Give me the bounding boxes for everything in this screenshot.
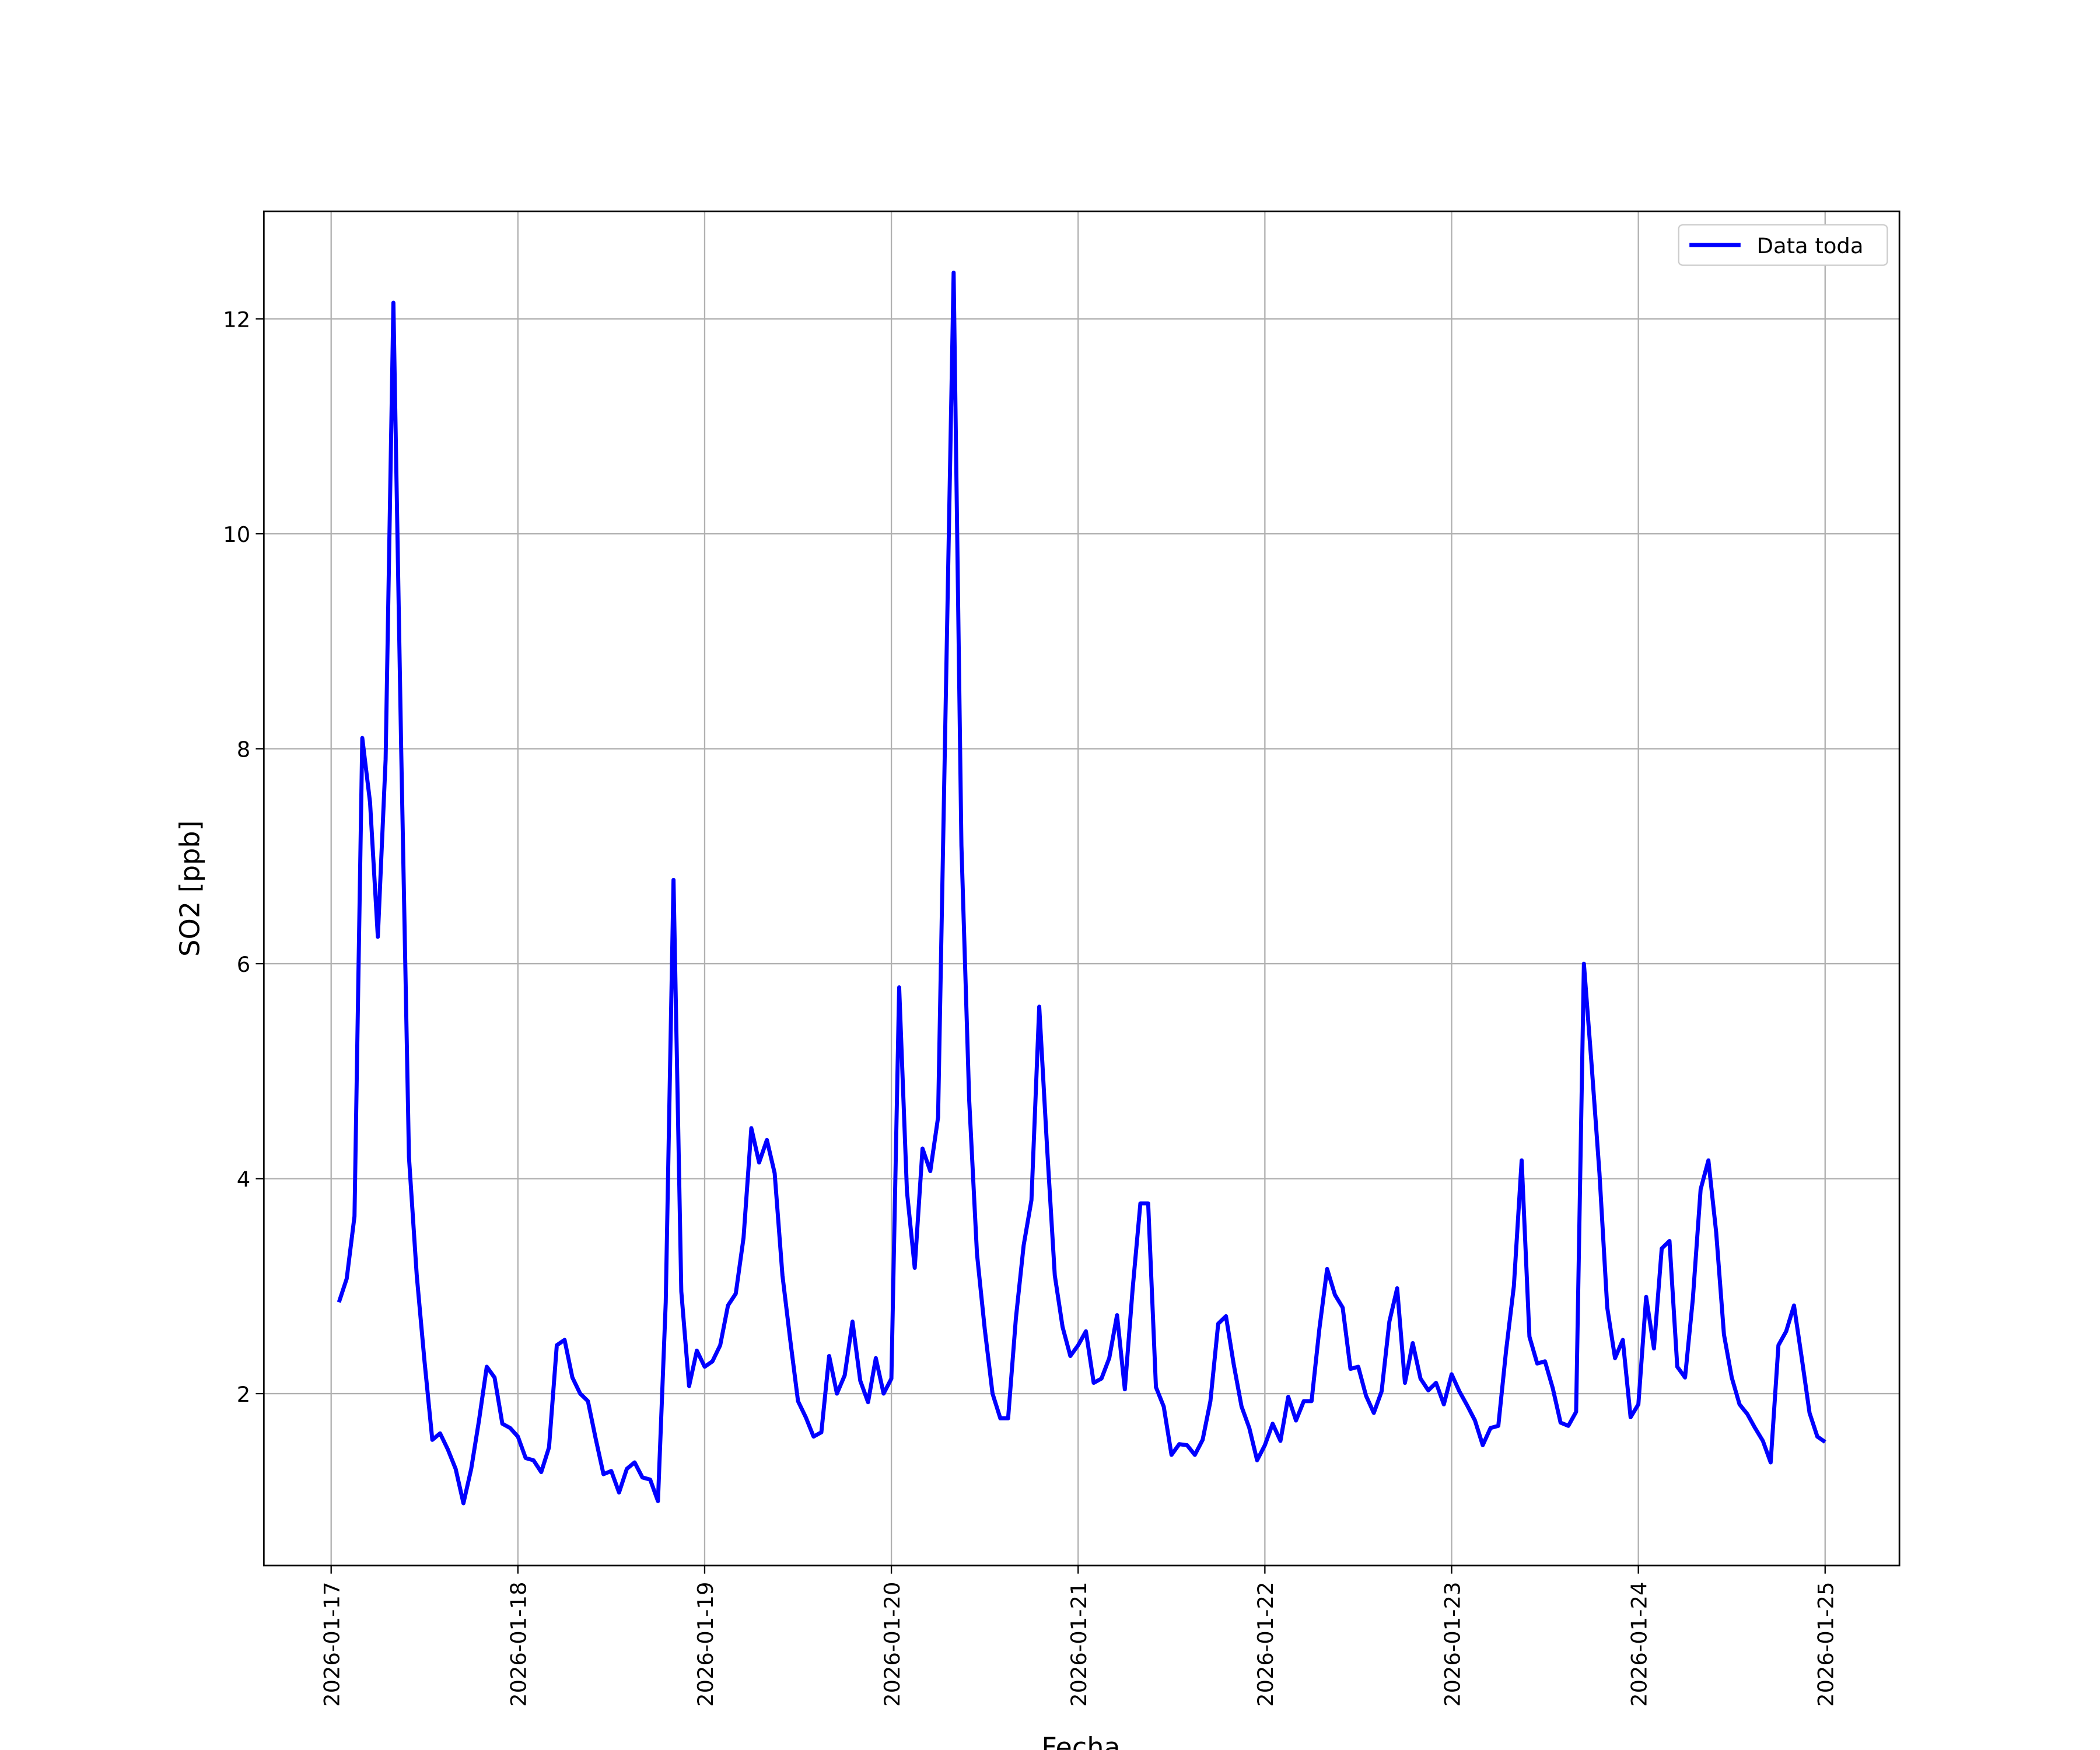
y-axis-label: SO2 [ppb] xyxy=(174,820,206,957)
x-tick-label: 2026-01-23 xyxy=(1440,1582,1465,1707)
legend-box xyxy=(1678,224,1888,266)
y-tick-label: 10 xyxy=(223,522,250,547)
y-tick-label: 4 xyxy=(237,1167,250,1192)
x-tick-label: 2026-01-22 xyxy=(1253,1582,1278,1707)
y-tick-label: 2 xyxy=(237,1382,250,1407)
x-tick-label: 2026-01-18 xyxy=(506,1582,531,1707)
x-tick-label: 2026-01-19 xyxy=(693,1582,718,1707)
x-tick-label: 2026-01-25 xyxy=(1814,1582,1839,1707)
data-line xyxy=(337,270,1826,1506)
x-tick-label: 2026-01-20 xyxy=(880,1582,905,1707)
plot-frame xyxy=(262,210,1901,1567)
x-tick-label: 2026-01-21 xyxy=(1066,1582,1091,1707)
x-tick-label: 2026-01-17 xyxy=(320,1582,345,1707)
x-tick-label: 2026-01-24 xyxy=(1626,1582,1651,1707)
y-tick-label: 12 xyxy=(223,307,250,332)
y-tick-label: 8 xyxy=(237,737,250,762)
legend-label: Data toda xyxy=(1757,233,1864,258)
x-axis-label: Fecha xyxy=(1041,1732,1120,1750)
y-tick-label: 6 xyxy=(237,952,250,977)
